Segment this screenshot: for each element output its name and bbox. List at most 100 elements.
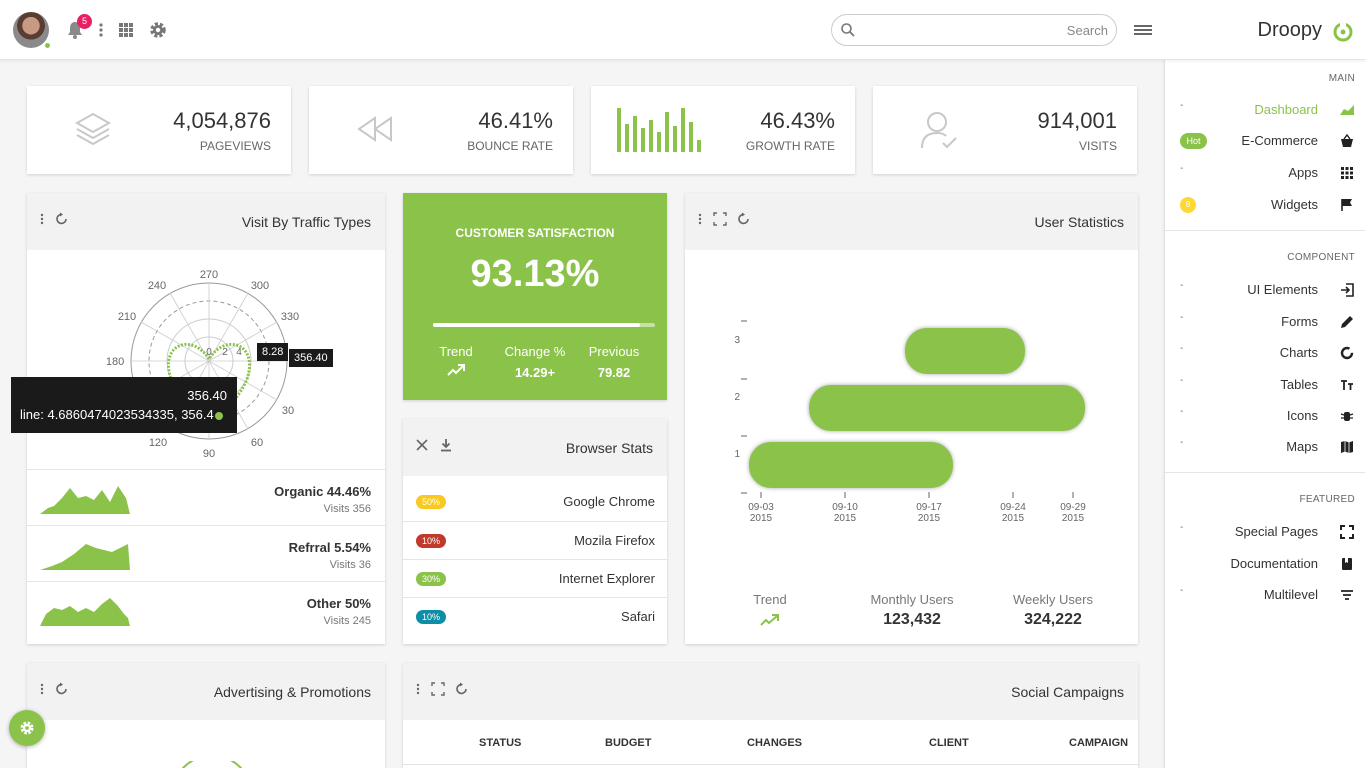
expand-caret-icon: - — [1180, 280, 1184, 291]
radial-label: 2 — [222, 347, 228, 358]
browser-row[interactable]: 30% Internet Explorer — [403, 559, 667, 597]
sparkline-area — [40, 544, 130, 570]
sidebar-divider — [1165, 472, 1365, 473]
stat-card-bounce-rate: 46.41% BOUNCE RATE — [309, 86, 573, 174]
panel-title: Advertising & Promotions — [213, 684, 371, 700]
search-icon[interactable] — [840, 22, 856, 38]
sidebar-item-widgets[interactable]: 8 Widgets — [1165, 193, 1365, 217]
x-tick-label-year: 2015 — [750, 513, 773, 524]
refresh-icon[interactable] — [737, 212, 751, 226]
chart-area-icon — [1340, 105, 1354, 115]
stat-card-pageviews: 4,054,876 PAGEVIEWS — [27, 86, 291, 174]
hot-badge: Hot — [1180, 133, 1207, 149]
sidebar-item-label: Apps — [1288, 165, 1318, 180]
x-tick-label-year: 2015 — [918, 513, 941, 524]
x-tick-label: 09-24 — [1000, 502, 1026, 513]
advertising-panel: Advertising & Promotions — [27, 663, 385, 768]
pageviews-value: 4,054,876 — [173, 108, 271, 133]
settings-fab[interactable] — [9, 710, 45, 746]
sidebar-item-multilevel[interactable]: - Multilevel — [1165, 583, 1365, 607]
browser-name: Internet Explorer — [558, 571, 655, 586]
browser-row[interactable]: 50% Google Chrome — [403, 483, 667, 521]
sidebar-item-label: Special Pages — [1234, 524, 1318, 539]
apps-grid-icon[interactable] — [116, 20, 136, 40]
basket-icon — [1341, 134, 1353, 147]
panel-title: User Statistics — [1034, 214, 1124, 230]
sidebar-item-dashboard[interactable]: - Dashboard — [1165, 98, 1365, 122]
polar-label: 90 — [203, 448, 215, 460]
sidebar-item-label: Widgets — [1271, 197, 1318, 212]
sidebar-item-icons[interactable]: - Icons — [1165, 404, 1365, 428]
traffic-row-other[interactable]: Other 50% Visits 245 — [27, 581, 385, 637]
menu-toggle-icon[interactable] — [1134, 22, 1152, 38]
layers-icon — [74, 112, 112, 146]
more-vertical-icon[interactable] — [35, 682, 49, 696]
traffic-row-referral[interactable]: Refrral 5.54% Visits 36 — [27, 525, 385, 581]
browser-row[interactable]: 10% Safari — [403, 597, 667, 635]
sidebar-item-label: E-Commerce — [1241, 133, 1318, 148]
trending-up-icon — [760, 614, 779, 626]
more-vertical-icon[interactable] — [693, 212, 707, 226]
brand-logo-icon[interactable] — [1332, 21, 1354, 43]
table-header-changes[interactable]: CHANGES — [747, 737, 803, 749]
series-dot — [214, 411, 223, 420]
expand-caret-icon: - — [1180, 343, 1184, 354]
sidebar-item-forms[interactable]: - Forms — [1165, 310, 1365, 334]
polar-chart[interactable]: 270 300 330 240 210 180 30 120 90 60 0 2… — [107, 263, 307, 463]
close-icon[interactable] — [415, 438, 429, 452]
table-header-status[interactable]: STATUS — [479, 737, 522, 749]
map-icon — [1341, 441, 1353, 453]
range-bar-3[interactable] — [905, 328, 1025, 374]
user-stats-trend: Trend — [695, 592, 845, 632]
sidebar-item-maps[interactable]: - Maps — [1165, 435, 1365, 459]
gear-icon[interactable] — [148, 20, 168, 40]
browser-row[interactable]: 10% Mozila Firefox — [403, 521, 667, 559]
browser-name: Safari — [621, 609, 655, 624]
table-header-budget[interactable]: BUDGET — [605, 737, 652, 749]
browser-share-badge: 10% — [416, 534, 446, 548]
sidebar-item-label: UI Elements — [1247, 282, 1318, 297]
sidebar-item-ui-elements[interactable]: - UI Elements — [1165, 278, 1365, 302]
refresh-icon[interactable] — [55, 682, 69, 696]
table-header-campaign[interactable]: CAMPAIGN — [1069, 737, 1129, 749]
sparkline-area — [40, 598, 130, 626]
user-statistics-chart[interactable]: 321 09-03201509-10201509-17201509-242015… — [685, 293, 1138, 533]
sidebar-item-tables[interactable]: - Tables — [1165, 373, 1365, 397]
table-header-client[interactable]: CLIENT — [929, 737, 969, 749]
sidebar-item-apps[interactable]: - Apps — [1165, 161, 1365, 185]
panel-header: Social Campaigns — [403, 663, 1138, 720]
traffic-row-organic[interactable]: Organic 44.46% Visits 356 — [27, 469, 385, 525]
chart-tooltip-small: 356.40 — [289, 349, 333, 367]
satisfaction-progress-fill — [433, 323, 640, 327]
sidebar-item-documentation[interactable]: Documentation — [1165, 552, 1365, 576]
refresh-icon[interactable] — [455, 682, 469, 696]
range-bar-1[interactable] — [749, 442, 953, 488]
search-box[interactable] — [831, 14, 1117, 46]
sidebar-item-special-pages[interactable]: - Special Pages — [1165, 520, 1365, 544]
bar-sparkline-icon — [617, 108, 701, 152]
x-tick-label: 09-29 — [1060, 502, 1086, 513]
brand-name[interactable]: Droopy — [1257, 19, 1322, 41]
sidebar-item-charts[interactable]: - Charts — [1165, 341, 1365, 365]
more-vertical-icon[interactable] — [91, 20, 111, 40]
pageviews-label: PAGEVIEWS — [199, 139, 271, 153]
more-vertical-icon[interactable] — [411, 682, 425, 696]
x-tick-label: 09-10 — [832, 502, 858, 513]
filter-icon — [1341, 590, 1353, 600]
more-vertical-icon[interactable] — [35, 212, 49, 226]
satisfaction-trend: Trend — [412, 344, 500, 382]
fullscreen-icon[interactable] — [431, 682, 445, 696]
download-icon[interactable] — [439, 438, 453, 452]
panel-title: Visit By Traffic Types — [241, 214, 371, 230]
search-input[interactable] — [860, 15, 1110, 45]
polar-label: 270 — [200, 269, 218, 281]
panel-header: Browser Stats — [403, 419, 667, 476]
traffic-visits: Visits 36 — [329, 559, 371, 571]
range-bar-2[interactable] — [809, 385, 1085, 431]
refresh-icon[interactable] — [55, 212, 69, 226]
sidebar-item-ecommerce[interactable]: Hot E-Commerce — [1165, 129, 1365, 153]
fullscreen-icon[interactable] — [713, 212, 727, 226]
radial-label: 0 — [206, 347, 212, 358]
bug-icon — [1340, 412, 1354, 421]
